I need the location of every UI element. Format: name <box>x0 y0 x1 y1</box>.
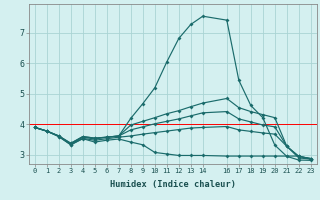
X-axis label: Humidex (Indice chaleur): Humidex (Indice chaleur) <box>110 180 236 189</box>
